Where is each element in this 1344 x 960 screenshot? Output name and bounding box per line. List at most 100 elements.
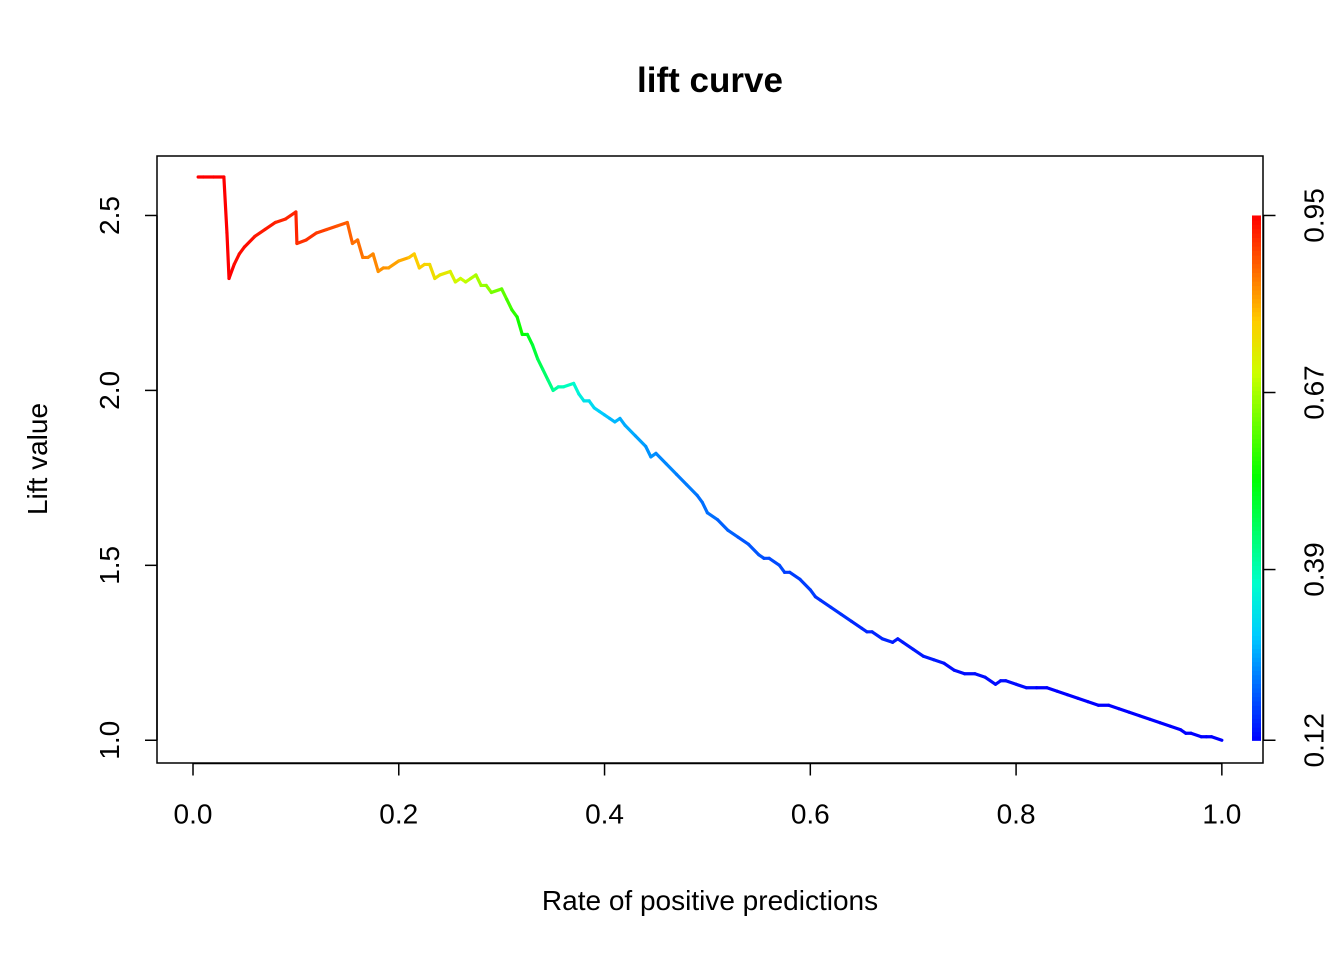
colorbar-segment [1252,464,1261,470]
lift-line-segment [314,227,329,235]
lift-line-segment [870,630,884,641]
lift-series-line [196,175,1224,742]
colorbar-segment [1252,460,1261,466]
lift-line-segment [839,612,854,623]
lift-line-segment [1055,689,1070,697]
x-axis-label: Rate of positive predictions [542,885,878,916]
lift-line-segment [284,210,298,221]
colorbar-segment [1252,582,1261,588]
colorbar-segment [1252,595,1261,601]
colorbar-segment [1252,477,1261,483]
colorbar-segment [1252,302,1261,308]
colorbar-segment [1252,399,1261,405]
lift-line-segment [880,637,895,644]
colorbar-segment [1252,368,1261,374]
colorbar-segment [1252,447,1261,453]
lift-line-segment [829,605,843,616]
colorbar-tick-label: 0.95 [1299,188,1330,243]
colorbar-segment [1252,298,1261,304]
colorbar-segment [1252,241,1261,247]
lift-line-segment [983,675,998,686]
colorbar-segment [1252,386,1261,392]
lift-line-segment [232,252,241,267]
x-tick-label: 1.0 [1202,799,1241,830]
lift-line-segment [921,654,936,662]
cutoff-colorbar [1252,215,1261,741]
lift-line-segment [674,472,689,487]
colorbar-segment [1252,456,1261,461]
lift-line-segment [1014,682,1028,690]
colorbar-segment [1252,451,1261,457]
lift-line-segment [304,231,319,242]
lift-line-segment [1148,717,1162,725]
colorbar-segment [1252,372,1261,378]
lift-line-segment [767,556,782,567]
lift-line-segment [222,175,229,235]
colorbar-axis: 0.12 0.39 0.67 0.95 [1262,188,1330,768]
lift-line-segment [654,451,668,466]
colorbar-segment [1252,547,1261,553]
colorbar-segment [1252,696,1261,702]
lift-line-segment [644,444,653,459]
colorbar-segment [1252,534,1261,540]
colorbar-segment [1252,613,1261,619]
lift-line-segment [294,210,299,246]
colorbar-segment [1252,333,1261,339]
colorbar-segment [1252,412,1261,418]
colorbar-segment [1252,504,1261,510]
lift-line-segment [263,220,277,232]
lift-line-segment [546,378,555,393]
colorbar-segment [1252,539,1261,545]
lift-line-segment [225,231,231,281]
colorbar-segment [1252,337,1261,343]
colorbar-segment [1252,329,1261,335]
lift-line-segment [371,252,380,274]
colorbar-segment [1252,421,1261,426]
lift-line-segment [572,381,581,396]
colorbar-segment [1252,648,1261,654]
colorbar-segment [1252,670,1261,676]
colorbar-segment [1252,560,1261,566]
colorbar-segment [1252,250,1261,256]
colorbar-segment [1252,635,1261,641]
colorbar-segment [1252,652,1261,658]
colorbar-segment [1252,714,1261,719]
lift-line-segment [273,217,288,225]
lift-line-segment [1168,724,1183,732]
lift-line-segment [1117,707,1131,714]
colorbar-segment [1252,407,1261,413]
colorbar-segment [1252,429,1261,435]
colorbar-segment [1252,700,1261,706]
lift-line-segment [1189,731,1203,739]
colorbar-segment [1252,565,1261,571]
colorbar-segment [1252,377,1261,383]
colorbar-segment [1252,609,1261,615]
colorbar-segment [1252,552,1261,558]
lift-line-segment [1076,696,1090,704]
colorbar-segment [1252,525,1261,531]
lift-line-segment [952,668,967,676]
lift-line-segment [746,542,761,557]
colorbar-segment [1252,289,1261,295]
colorbar-segment [1252,285,1261,291]
lift-line-segment [942,661,956,672]
colorbar-segment [1252,346,1261,352]
colorbar-segment [1252,495,1261,501]
colorbar-segment [1252,272,1261,278]
x-tick-label: 0.8 [997,799,1036,830]
lift-line-segment [633,434,648,448]
plot-frame [156,155,1264,764]
lift-line-segment [525,332,535,347]
colorbar-segment [1252,727,1261,733]
colorbar-segment [1252,600,1261,606]
colorbar-segment [1252,224,1261,230]
colorbar-segment [1252,718,1261,724]
colorbar-segment [1252,355,1261,361]
colorbar-tick-label: 0.39 [1299,542,1330,597]
lift-line-segment [335,220,349,228]
y-tick-label: 1.0 [94,721,125,760]
colorbar-segment [1252,679,1261,685]
colorbar-segment [1252,442,1261,448]
colorbar-segment [1252,578,1261,584]
colorbar-segment [1252,351,1261,357]
